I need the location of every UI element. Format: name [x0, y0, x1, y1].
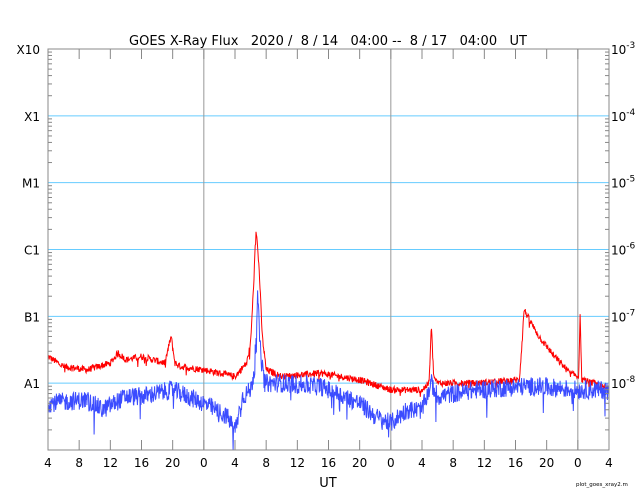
- y-left-tick-label: C1: [24, 244, 40, 258]
- y-right-tick-label: 10-5: [611, 175, 635, 191]
- x-tick-label: 4: [44, 456, 52, 470]
- y-left-tick-label: A1: [24, 377, 40, 391]
- x-tick-label: 8: [262, 456, 270, 470]
- y-left-tick-label: B1: [24, 310, 40, 324]
- y-right-tick-label: 10-4: [611, 108, 636, 124]
- x-tick-label: 8: [449, 456, 457, 470]
- x-tick-label: 4: [418, 456, 426, 470]
- x-tick-label: 16: [508, 456, 523, 470]
- x-tick-label: 12: [477, 456, 492, 470]
- x-tick-label: 0: [200, 456, 208, 470]
- x-tick-label: 4: [605, 456, 613, 470]
- y-right-tick-label: 10-7: [611, 308, 635, 324]
- x-tick-label: 12: [103, 456, 118, 470]
- x-tick-label: 4: [231, 456, 239, 470]
- chart-title: GOES X-Ray Flux 2020 / 8 / 14 04:00 -- 8…: [129, 34, 527, 49]
- x-tick-label: 8: [75, 456, 83, 470]
- x-tick-label: 12: [290, 456, 305, 470]
- y-left-tick-label: X10: [17, 43, 41, 57]
- x-tick-label: 20: [165, 456, 180, 470]
- x-tick-label: 0: [574, 456, 582, 470]
- y-left-tick-label: X1: [24, 110, 40, 124]
- footer-note: plot_goes_xray2.m: [576, 482, 628, 488]
- y-right-tick-label: 10-8: [611, 375, 636, 391]
- x-tick-label: 20: [352, 456, 367, 470]
- x-tick-label: 16: [321, 456, 336, 470]
- y-left-tick-label: M1: [22, 177, 40, 191]
- x-tick-label: 20: [539, 456, 554, 470]
- x-tick-label: 16: [134, 456, 149, 470]
- x-tick-label: 0: [387, 456, 395, 470]
- series-line-short-channel: [47, 290, 610, 451]
- y-right-tick-label: 10-6: [611, 242, 636, 258]
- x-axis-label: UT: [319, 476, 337, 491]
- series-line-long-channel: [47, 231, 610, 397]
- y-right-tick-label: 10-3: [611, 41, 635, 57]
